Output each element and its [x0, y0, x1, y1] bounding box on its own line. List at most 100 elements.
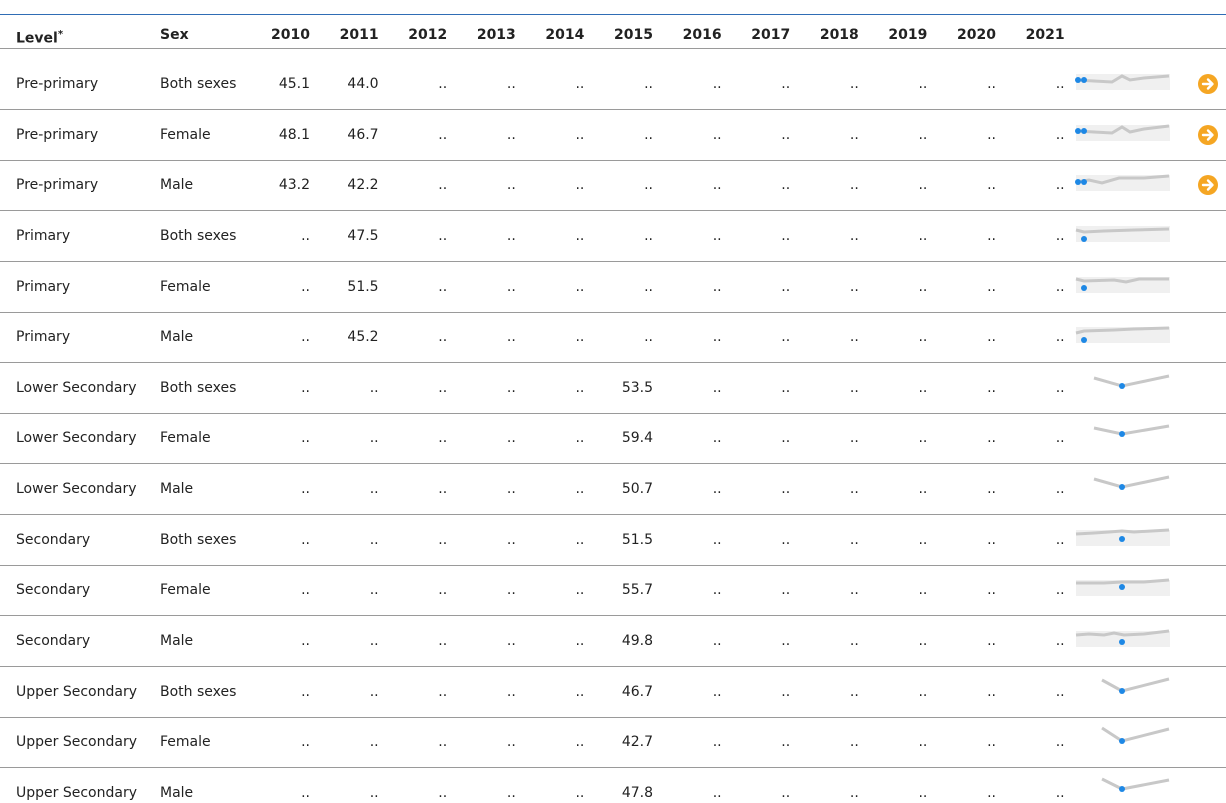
value-cell: ..	[781, 227, 791, 244]
sparkline-dot	[1081, 235, 1087, 242]
value-cell: ..	[575, 329, 585, 346]
header-cell: 2015	[614, 27, 653, 43]
value-cell: ..	[369, 633, 379, 650]
value-cell: ..	[987, 76, 996, 92]
value-cell: ..	[506, 329, 516, 346]
sex-cell: Female	[160, 430, 211, 447]
value-cell: 51.5	[347, 278, 379, 295]
sparkline	[1075, 124, 1170, 141]
value-cell: ..	[575, 177, 585, 194]
value-cell: ..	[918, 227, 928, 244]
row-rule	[0, 260, 1226, 262]
value-cell: ..	[987, 379, 996, 396]
value-cell: ..	[575, 379, 585, 396]
value-cell: ..	[438, 278, 448, 295]
value-cell: 46.7	[621, 683, 653, 700]
sex-cell: Male	[160, 633, 194, 650]
value-cell: ..	[918, 177, 928, 194]
value-cell: ..	[644, 227, 653, 244]
value-cell: ..	[918, 126, 928, 143]
sparkline-line	[1075, 629, 1170, 637]
arrow-glyph	[1201, 179, 1214, 191]
sparkline-dot	[1075, 127, 1081, 134]
value-cell: ..	[575, 481, 585, 498]
value-cell: ..	[987, 126, 996, 143]
sex-cell: Female	[160, 582, 211, 599]
level-cell: Lower Secondary	[16, 430, 137, 447]
value-cell: ..	[849, 76, 859, 92]
value-cell: ..	[1055, 227, 1065, 244]
sparkline-dot	[1119, 687, 1125, 694]
sex-cell: Female	[160, 278, 211, 295]
header-cell: 2011	[339, 27, 379, 43]
value-cell: ..	[301, 683, 310, 700]
value-cell: ..	[1055, 633, 1065, 650]
value-cell: ..	[712, 126, 722, 143]
value-cell: ..	[1055, 784, 1065, 801]
value-cell: ..	[849, 683, 859, 700]
value-cell: 45.2	[347, 329, 379, 346]
row-rule	[0, 109, 1226, 110]
value-cell: ..	[1055, 278, 1065, 295]
value-cell: ..	[506, 379, 516, 396]
header-cell: 2020	[957, 27, 996, 43]
sex-cell: Male	[160, 784, 194, 801]
header-cell: 2018	[819, 27, 859, 43]
detail-arrow[interactable]	[1197, 73, 1219, 95]
value-cell: ..	[575, 784, 585, 801]
sparkline-dot	[1119, 382, 1125, 389]
detail-arrow[interactable]	[1197, 174, 1219, 196]
value-cell: ..	[1055, 329, 1065, 346]
value-cell: ..	[918, 734, 928, 751]
value-cell: 47.8	[621, 784, 653, 801]
value-cell: ..	[781, 784, 791, 801]
value-cell: ..	[987, 734, 996, 751]
row-rule	[0, 412, 1226, 414]
value-cell: 50.7	[621, 481, 653, 498]
value-cell: ..	[644, 126, 653, 143]
value-cell: 43.2	[278, 177, 310, 194]
row-rule	[0, 564, 1226, 566]
value-cell: ..	[781, 481, 791, 498]
sparkline-line	[1075, 326, 1170, 335]
header-cell: 2019	[888, 27, 928, 43]
value-cell: ..	[575, 76, 585, 92]
value-cell: ..	[987, 683, 996, 700]
value-cell: ..	[575, 278, 585, 295]
header-cell: Level*	[16, 29, 64, 47]
sparkline-line	[1093, 424, 1170, 436]
value-cell: 45.1	[278, 76, 310, 92]
sex-cell: Male	[160, 177, 194, 194]
level-cell: Lower Secondary	[16, 379, 137, 396]
value-cell: ..	[1055, 531, 1065, 548]
sex-cell: Female	[160, 734, 211, 751]
value-cell: ..	[369, 481, 379, 498]
sparkline-line	[1075, 174, 1170, 185]
value-cell: 48.1	[278, 126, 310, 143]
detail-arrow[interactable]	[1197, 124, 1219, 146]
header-cell: Sex	[160, 27, 189, 43]
sparkline-line	[1093, 374, 1170, 388]
value-cell: ..	[506, 531, 516, 548]
value-cell: ..	[301, 582, 310, 599]
value-cell: ..	[918, 430, 928, 447]
value-cell: ..	[301, 430, 310, 447]
value-cell: ..	[438, 683, 448, 700]
row-rule	[0, 716, 1226, 718]
sparkline-dot	[1081, 179, 1087, 186]
value-cell: ..	[918, 531, 928, 548]
value-cell: ..	[712, 683, 722, 700]
value-cell: ..	[918, 76, 928, 92]
row-rule	[0, 767, 1226, 769]
sparkline	[1075, 225, 1170, 242]
row-rule	[0, 514, 1226, 516]
row-rule	[0, 666, 1226, 668]
value-cell: ..	[987, 582, 996, 599]
sex-cell: Both sexes	[160, 531, 237, 548]
sparkline-line	[1075, 74, 1170, 84]
value-cell: ..	[987, 531, 996, 548]
sparkline-dot	[1075, 77, 1081, 83]
value-cell: ..	[781, 430, 791, 447]
value-cell: ..	[849, 329, 859, 346]
